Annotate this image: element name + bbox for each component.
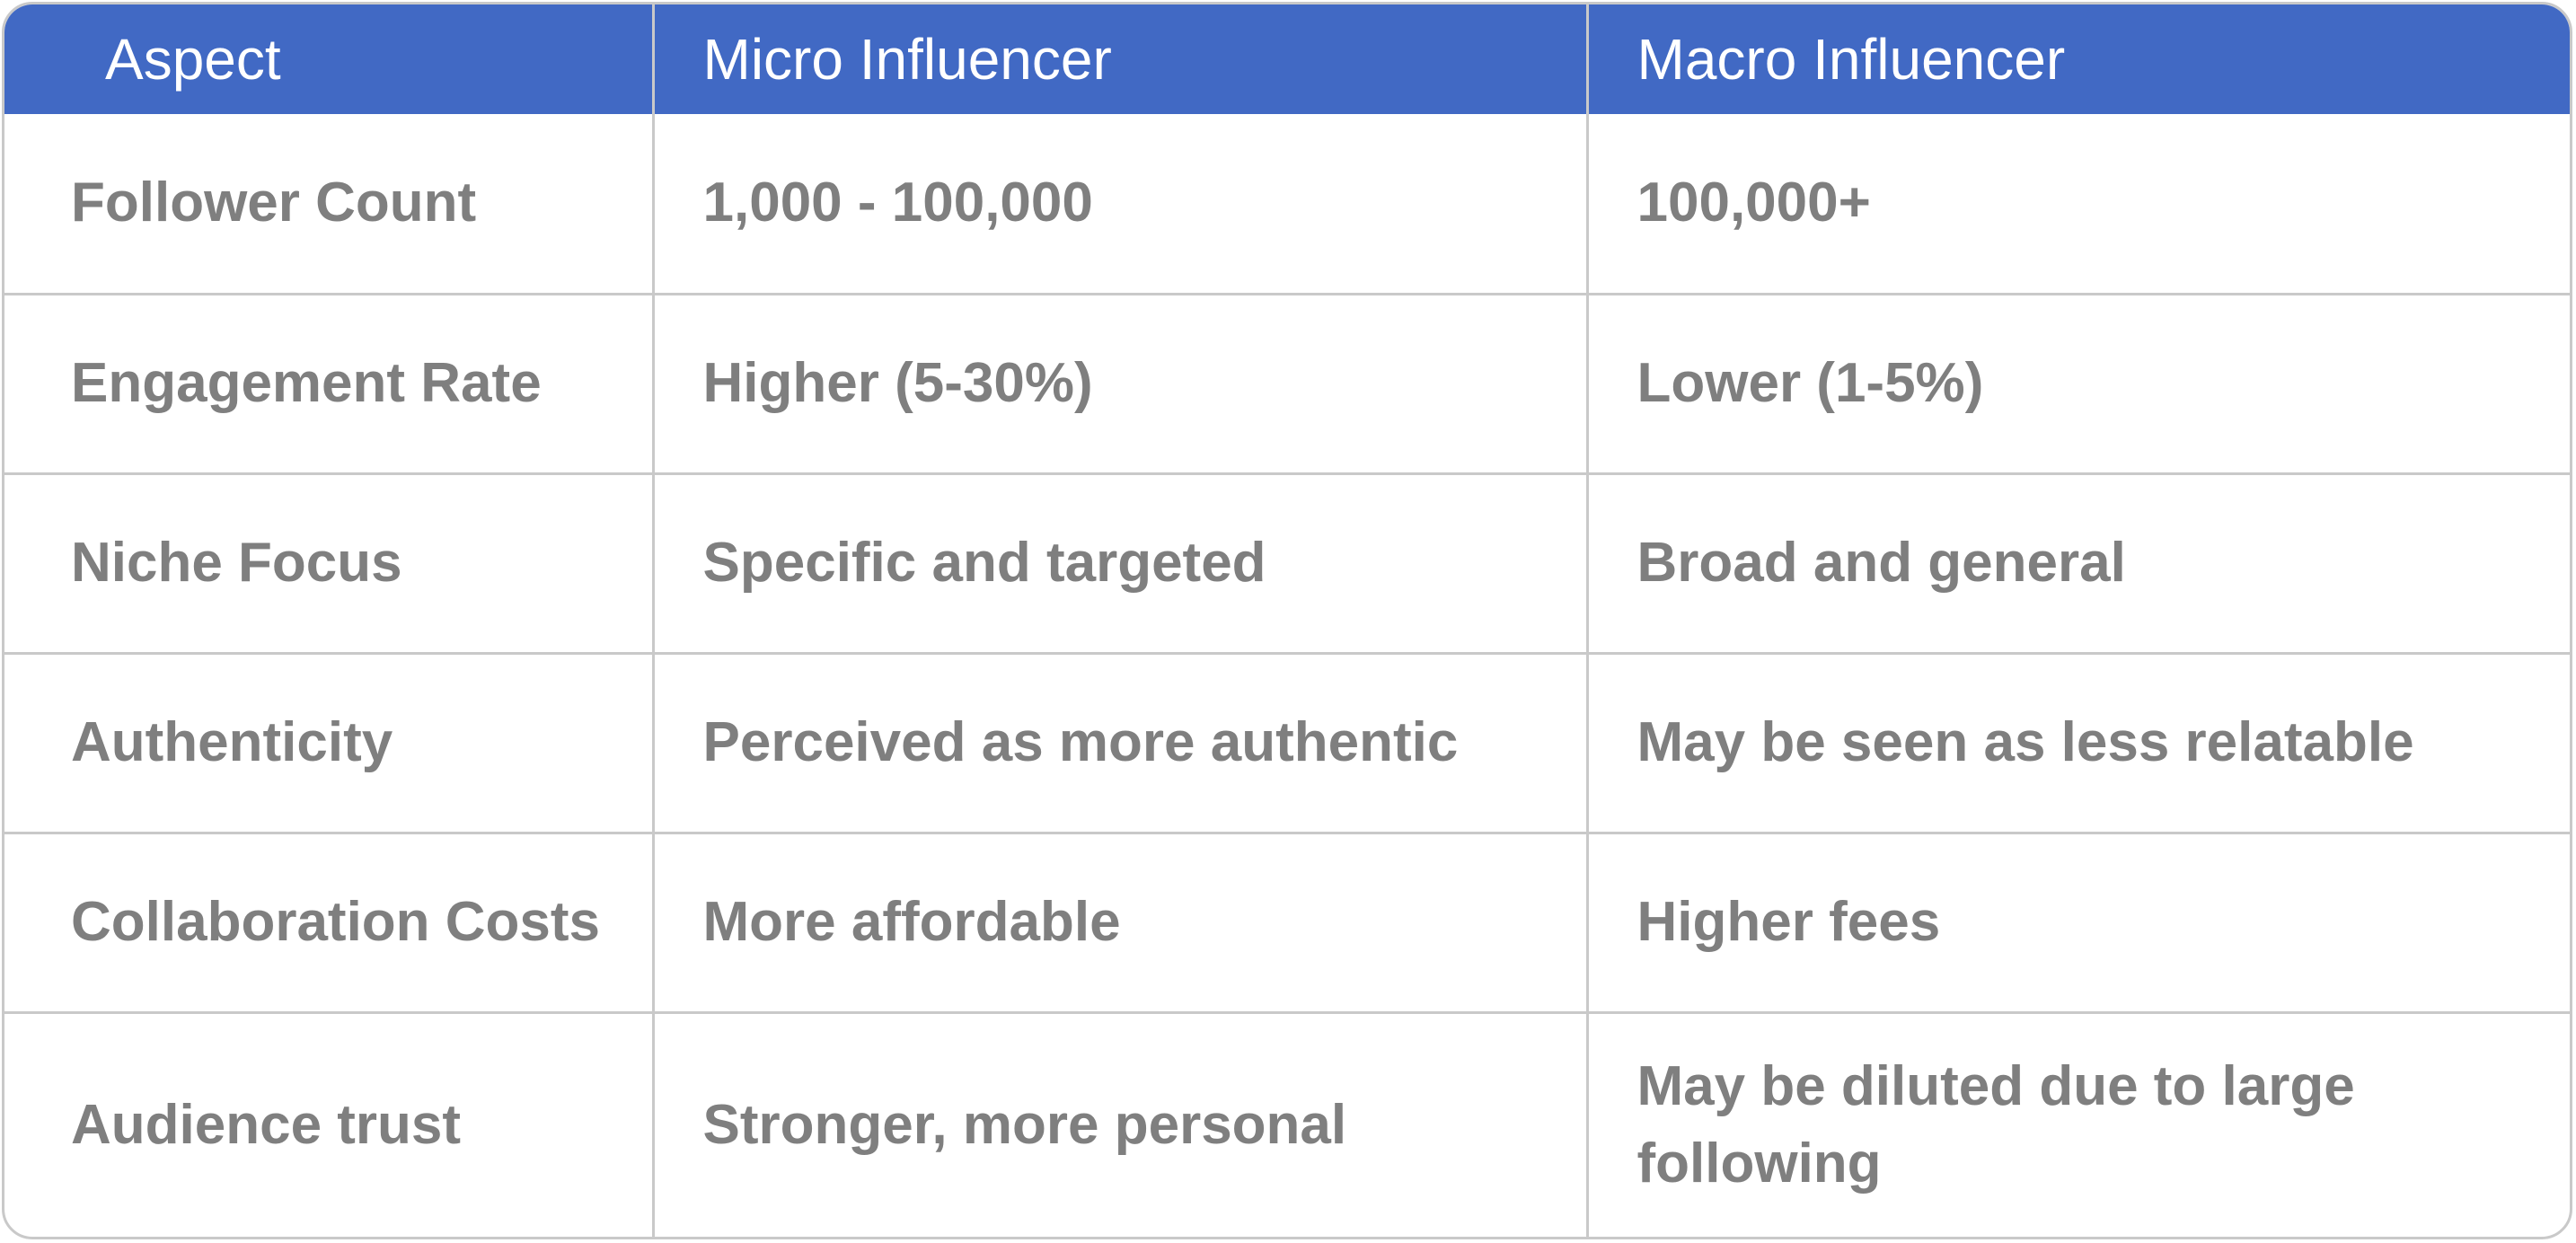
header-aspect: Aspect: [4, 4, 655, 114]
aspect-cell: Collaboration Costs: [4, 831, 655, 1012]
aspect-cell: Authenticity: [4, 651, 655, 833]
comparison-table-grid: Aspect Micro Influencer Macro Influencer…: [4, 4, 2570, 1237]
micro-cell: Higher (5-30%): [653, 292, 1589, 473]
table-row: Audience trust Stronger, more personal M…: [4, 1010, 2570, 1237]
table-row: Authenticity Perceived as more authentic…: [4, 651, 2570, 833]
macro-cell: 100,000+: [1636, 172, 1871, 234]
micro-cell: Stronger, more personal: [653, 1010, 1589, 1237]
macro-cell: Lower (1-5%): [1587, 292, 2570, 473]
micro-cell: 1,000 - 100,000: [653, 114, 1589, 294]
micro-cell: Specific and targeted: [653, 472, 1589, 653]
aspect-cell: Engagement Rate: [4, 292, 655, 473]
macro-cell: May be diluted due to large following: [1587, 1010, 2570, 1237]
table-body: Follower Count 1,000 - 100,000 100,000+ …: [4, 114, 2570, 1237]
micro-cell: Perceived as more authentic: [653, 651, 1589, 833]
macro-cell: Broad and general: [1587, 472, 2570, 653]
micro-cell: More affordable: [653, 831, 1589, 1012]
aspect-cell: Audience trust: [4, 1010, 655, 1237]
macro-cell: Higher fees: [1587, 831, 2570, 1012]
aspect-cell: Niche Focus: [4, 472, 655, 653]
header-micro-influencer: Micro Influencer: [653, 4, 1589, 114]
table-row: Follower Count 1,000 - 100,000 100,000+: [4, 114, 2570, 294]
table-row: Collaboration Costs More affordable High…: [4, 831, 2570, 1012]
header-row: Aspect Micro Influencer Macro Influencer: [4, 4, 2570, 114]
table-header: Aspect Micro Influencer Macro Influencer: [4, 4, 2570, 114]
aspect-cell: Follower Count: [4, 114, 655, 294]
table-row: Engagement Rate Higher (5-30%) Lower (1-…: [4, 292, 2570, 473]
macro-cell: May be seen as less relatable: [1587, 651, 2570, 833]
table-row: Niche Focus Specific and targeted Broad …: [4, 472, 2570, 653]
header-macro-influencer: Macro Influencer: [1587, 4, 2570, 114]
